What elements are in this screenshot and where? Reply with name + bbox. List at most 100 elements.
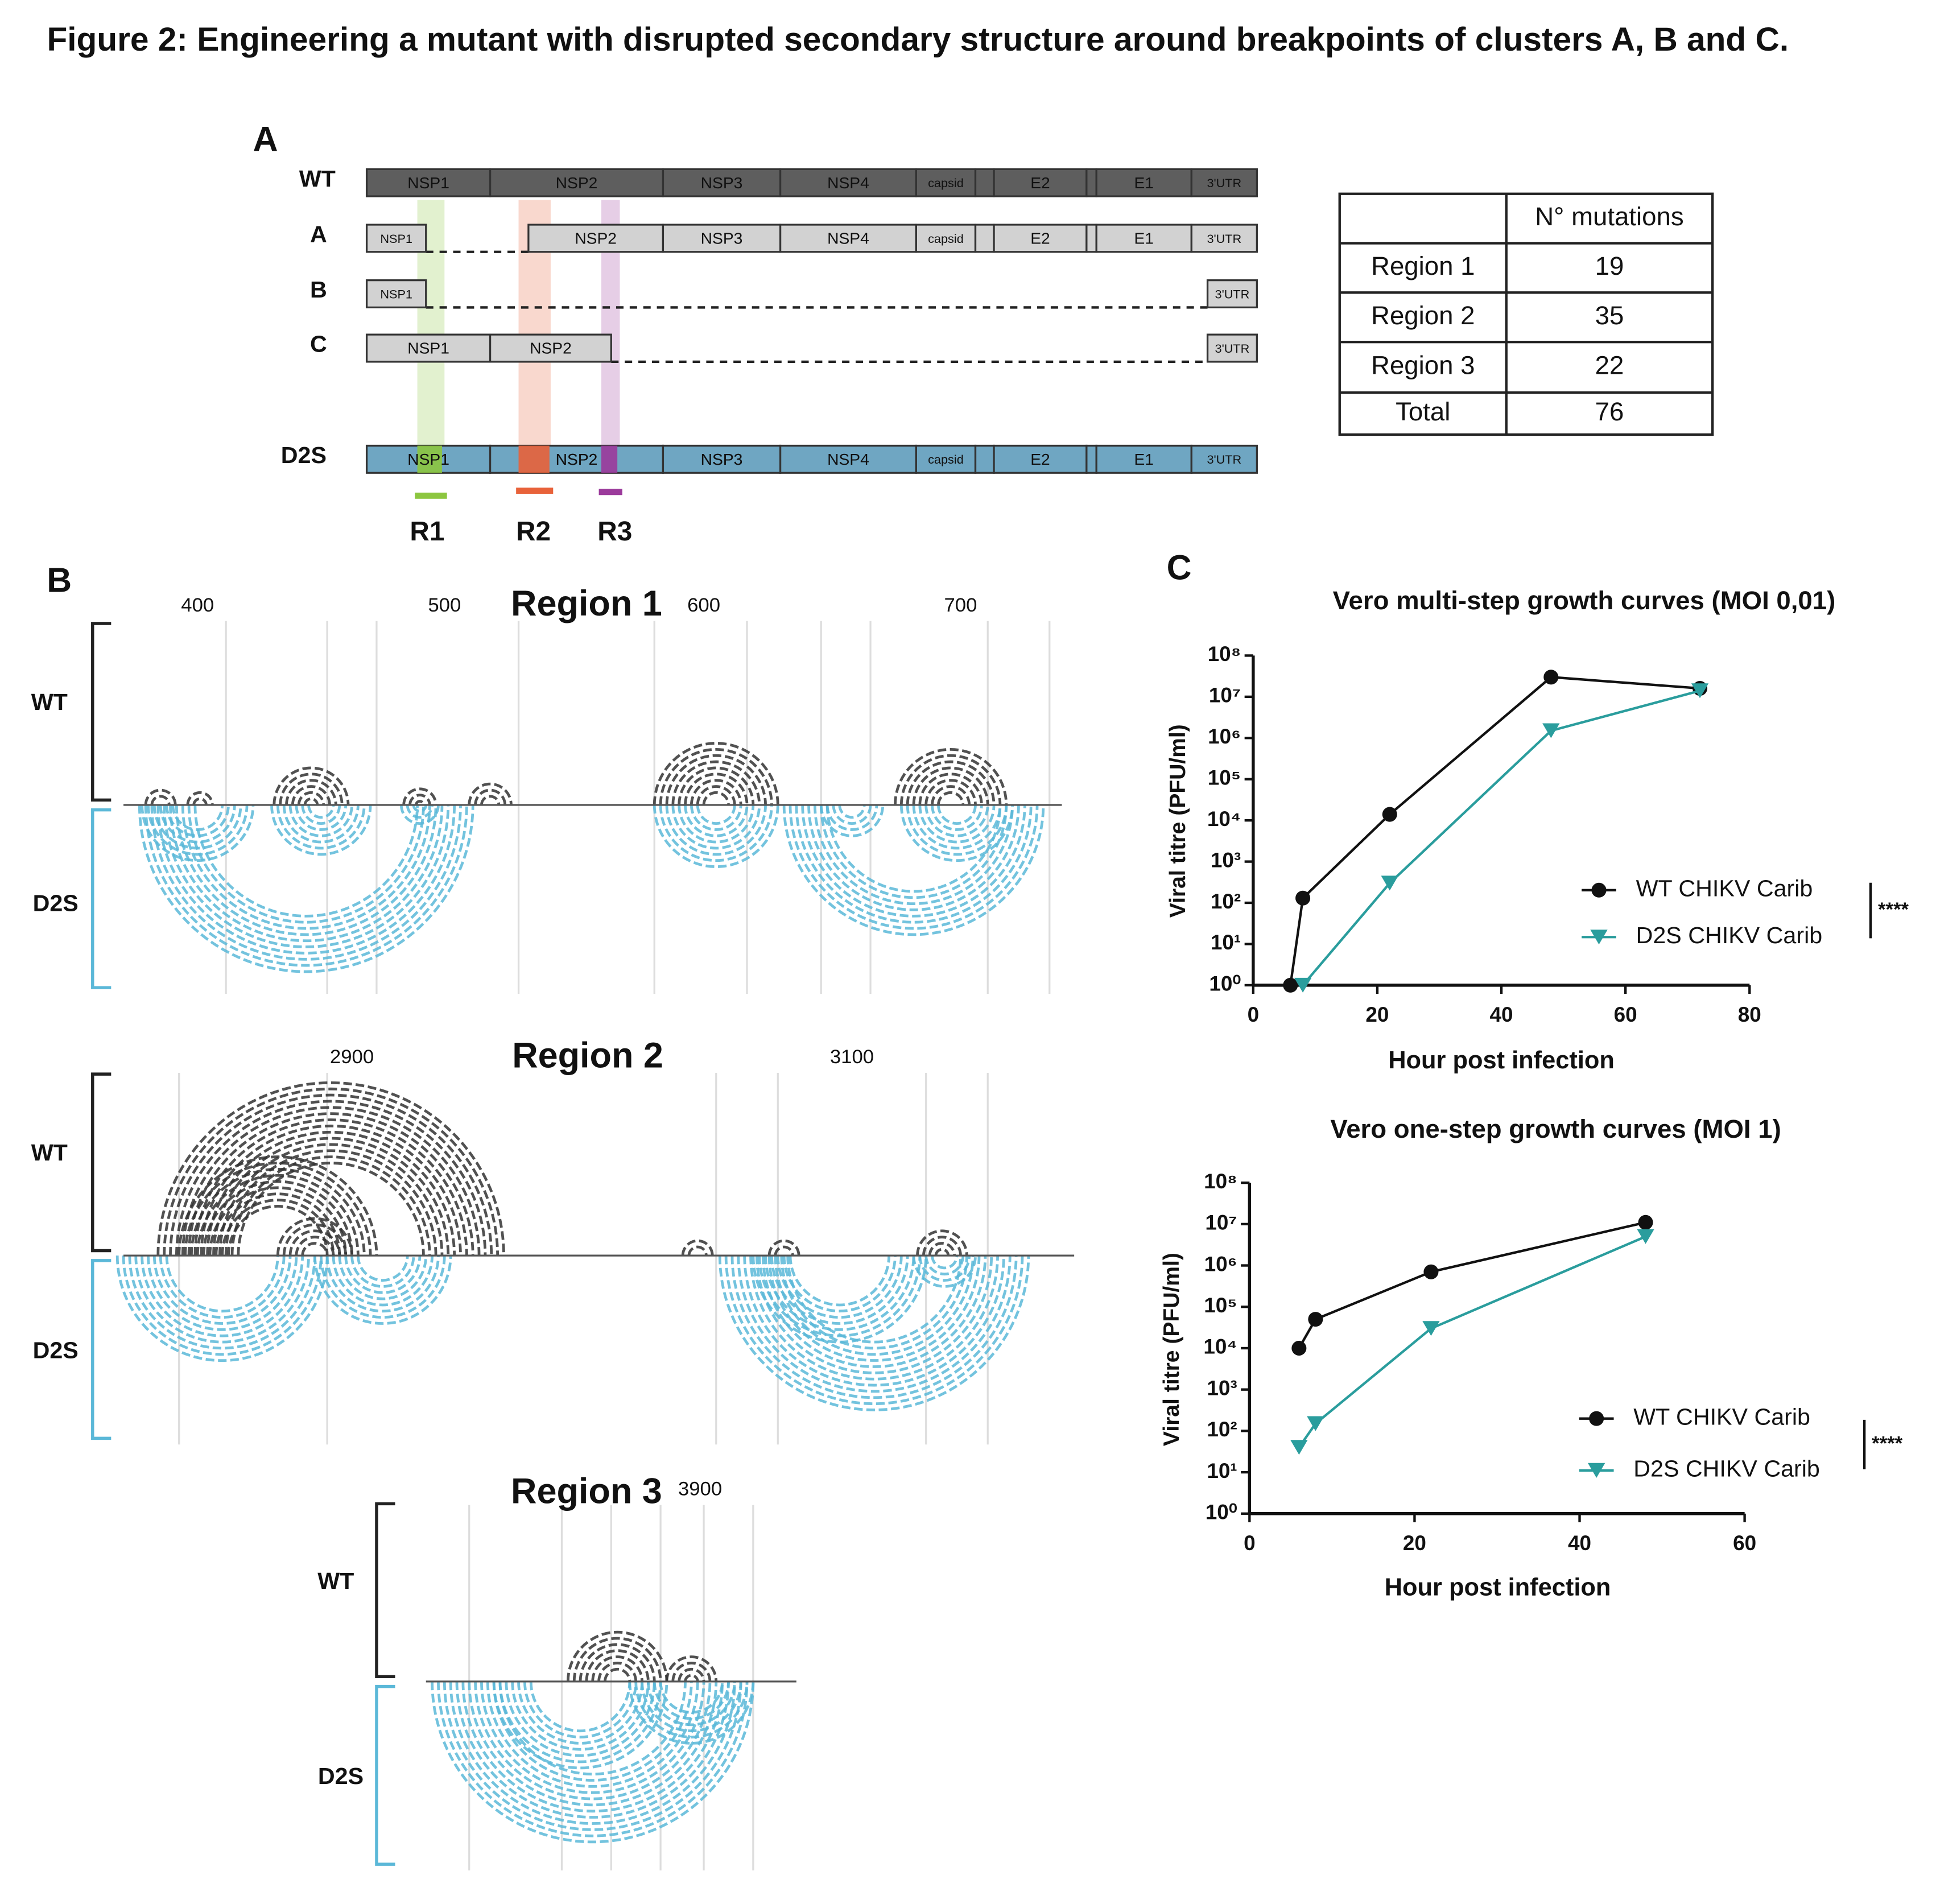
- structure-arc: [193, 1118, 468, 1256]
- genome-segment: [365, 333, 492, 363]
- genome-segment: [1190, 168, 1258, 197]
- segment-label: NSP1: [380, 232, 412, 246]
- region-title: Region 2: [512, 1036, 663, 1076]
- structure-arc: [122, 1255, 323, 1356]
- structure-arc: [505, 1681, 656, 1757]
- structure-arc: [807, 805, 1020, 911]
- region-bar: [415, 492, 447, 499]
- structure-arc: [755, 1255, 993, 1374]
- genome-segment: [662, 444, 782, 474]
- structure-arc: [634, 1681, 749, 1738]
- structure-arc: [928, 1242, 956, 1256]
- structure-arc: [767, 1239, 800, 1256]
- y-tick-label: 10⁴: [1207, 807, 1241, 831]
- genome-segment: [365, 168, 492, 197]
- structure-arc: [301, 804, 341, 825]
- structure-arc: [144, 805, 468, 967]
- position-label: 2900: [330, 1046, 374, 1068]
- structure-arc: [190, 1167, 366, 1256]
- structure-arc: [474, 788, 507, 806]
- position-label: 500: [428, 594, 461, 616]
- data-point: [1422, 1321, 1440, 1336]
- data-point: [1308, 1312, 1323, 1327]
- structure-arc: [414, 800, 425, 806]
- structure-arc: [186, 791, 214, 806]
- mutated-region: [601, 445, 618, 473]
- structure-arc: [338, 1255, 428, 1300]
- y-axis-label: Viral titre (PFU/ml): [1159, 1253, 1184, 1446]
- structure-arc: [291, 785, 331, 806]
- structure-arc: [906, 760, 996, 806]
- structure-arc: [659, 1681, 724, 1714]
- structure-arc: [678, 766, 755, 806]
- structure-arc: [301, 1242, 329, 1256]
- structure-arc: [764, 1255, 915, 1331]
- structure-arc: [912, 1255, 977, 1288]
- structure-arc: [128, 1255, 316, 1350]
- structure-arc: [175, 1100, 487, 1256]
- structure-arc: [202, 1180, 353, 1256]
- segment-label: 3'UTR: [1215, 341, 1250, 356]
- structure-arc: [702, 791, 730, 806]
- series-line: [1298, 1221, 1646, 1349]
- genome-segment: [1085, 444, 1097, 474]
- structure-arc: [819, 805, 1008, 899]
- data-point: [1291, 1340, 1307, 1356]
- structure-arc: [671, 805, 761, 850]
- panel-label: A: [253, 120, 278, 159]
- structure-arc: [486, 1681, 699, 1788]
- structure-arc: [295, 1236, 335, 1256]
- structure-arc: [924, 779, 977, 806]
- row-label: WT: [299, 166, 336, 192]
- y-tick-label: 10¹: [1211, 931, 1241, 954]
- track-bracket: [375, 1502, 395, 1678]
- x-tick-label: 0: [1248, 1003, 1260, 1026]
- y-tick-label: 10³: [1211, 848, 1241, 872]
- genome-segment: [1190, 444, 1258, 474]
- structure-arc: [659, 747, 773, 806]
- table-frame: [1338, 192, 1714, 436]
- structure-arc: [916, 1229, 968, 1256]
- structure-arc: [492, 1681, 693, 1782]
- structure-arc: [628, 1681, 755, 1745]
- structure-arc: [171, 805, 224, 831]
- structure-arc: [177, 1155, 378, 1256]
- structure-arc: [832, 804, 872, 825]
- segment-label: NSP1: [407, 450, 449, 468]
- structure-arc: [144, 788, 177, 806]
- structure-arc: [924, 805, 989, 837]
- structure-arc: [918, 805, 996, 844]
- segment-label: NSP2: [530, 339, 572, 357]
- structure-arc: [196, 1174, 360, 1256]
- structure-arc: [282, 805, 360, 844]
- structure-arc: [276, 805, 366, 850]
- y-tick-label: 10³: [1207, 1376, 1237, 1399]
- structure-arc: [212, 1137, 450, 1256]
- segment-label: NSP4: [827, 174, 869, 192]
- structure-arc: [455, 1681, 730, 1819]
- chart-title: Vero one-step growth curves (MOI 1): [1330, 1114, 1781, 1143]
- structure-arc: [332, 1255, 434, 1307]
- structure-arc: [187, 805, 425, 924]
- structure-arc: [408, 794, 431, 806]
- structure-arc: [730, 1255, 1018, 1399]
- table-value: 76: [1595, 397, 1624, 426]
- segment-label: E2: [1030, 450, 1050, 468]
- structure-arc: [749, 1255, 999, 1381]
- structure-arc: [899, 805, 1014, 862]
- segment-label: E2: [1030, 174, 1050, 192]
- structure-arc: [529, 1681, 631, 1733]
- data-point: [1423, 1264, 1439, 1279]
- structure-arc: [786, 1255, 962, 1344]
- structure-arc: [825, 805, 878, 831]
- structure-arc: [206, 1130, 456, 1256]
- x-tick-label: 40: [1568, 1531, 1591, 1555]
- y-axis-label: Viral titre (PFU/ml): [1166, 724, 1190, 918]
- data-point: [1543, 670, 1559, 685]
- structure-arc: [184, 1162, 372, 1256]
- data-point: [1307, 1416, 1324, 1431]
- structure-arc: [115, 1255, 329, 1362]
- segment-label: NSP2: [575, 229, 617, 247]
- track-bracket: [91, 622, 112, 802]
